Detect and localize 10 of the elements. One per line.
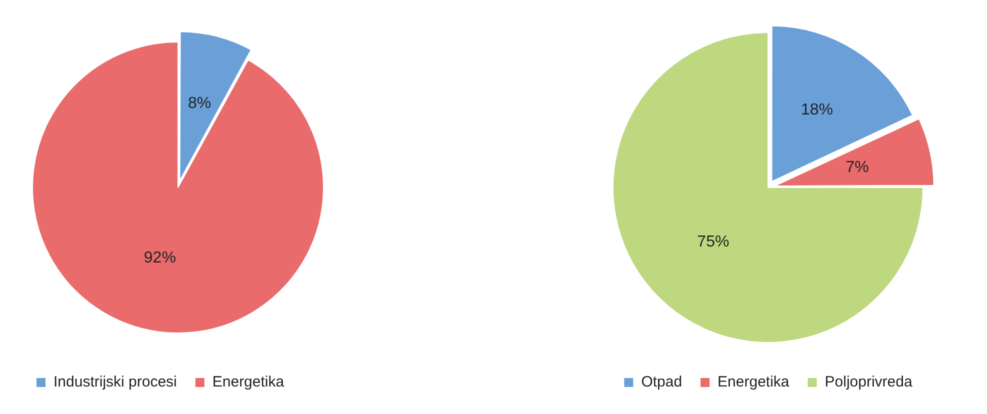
legend-label: Industrijski procesi [54, 374, 177, 391]
data-label: 7% [846, 158, 869, 176]
data-label: 92% [144, 249, 176, 266]
legend-label: Otpad [641, 374, 682, 391]
data-label: 75% [697, 234, 730, 251]
data-label: 8% [188, 94, 212, 112]
legend-label: Energetika [212, 374, 285, 391]
legend-label: Poljoprivreda [824, 374, 913, 391]
legend-label: Energetika [718, 374, 790, 391]
data-label: 18% [801, 102, 834, 119]
